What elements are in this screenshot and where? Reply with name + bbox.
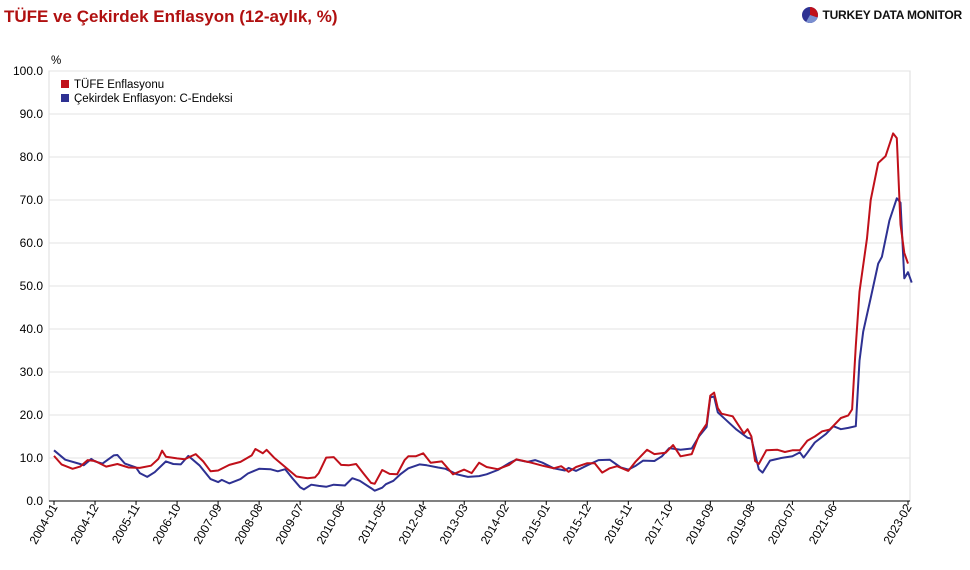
legend-swatch bbox=[61, 80, 69, 88]
x-tick-label: 2011-05 bbox=[355, 501, 389, 546]
series-line-core bbox=[53, 197, 913, 492]
brand-name: TURKEY DATA MONITOR bbox=[822, 8, 962, 22]
y-tick-label: 30.0 bbox=[20, 365, 44, 379]
y-tick-label: 20.0 bbox=[20, 408, 44, 422]
x-tick-label: 2014-02 bbox=[478, 501, 512, 546]
x-tick-label: 2004-12 bbox=[67, 501, 101, 546]
x-tick-label: 2004-01 bbox=[26, 501, 60, 546]
legend-label: Çekirdek Enflasyon: C-Endeksi bbox=[74, 93, 233, 105]
x-tick-label: 2010-06 bbox=[314, 501, 348, 546]
pie-logo-icon bbox=[802, 7, 819, 24]
y-tick-label: 100.0 bbox=[13, 64, 43, 78]
x-tick-label: 2021-06 bbox=[806, 501, 840, 546]
chart-title: TÜFE ve Çekirdek Enflasyon (12-aylık, %) bbox=[4, 7, 338, 26]
x-tick-label: 2005-11 bbox=[109, 501, 143, 546]
y-tick-label: 60.0 bbox=[20, 236, 44, 250]
series-line-tufe bbox=[53, 132, 909, 485]
x-tick-label: 2009-07 bbox=[273, 501, 307, 546]
x-tick-label: 2018-09 bbox=[683, 501, 717, 546]
y-axis-ticks: 0.0 10.0 20.0 30.0 40.0 50.0 60.0 70.0 80.0 90.0 1… bbox=[13, 64, 43, 508]
y-axis-unit: % bbox=[51, 55, 61, 67]
x-axis-ticks: 2004-01 2004-12 2005-11 2006-10 2007-09 2008-… bbox=[26, 501, 915, 547]
x-tick-label: 2015-01 bbox=[519, 501, 553, 546]
y-tick-label: 40.0 bbox=[20, 322, 44, 336]
gridlines bbox=[49, 70, 910, 459]
x-tick-label: 2012-04 bbox=[396, 501, 430, 546]
y-tick-label: 90.0 bbox=[20, 107, 44, 121]
series-lines bbox=[53, 132, 913, 492]
brand-logo: TURKEY DATA MONITOR bbox=[801, 6, 962, 24]
x-tick-label: 2008-08 bbox=[232, 501, 266, 546]
y-tick-label: 70.0 bbox=[20, 193, 44, 207]
x-tick-label: 2016-11 bbox=[601, 501, 635, 546]
legend-label: TÜFE Enflasyonu bbox=[74, 79, 164, 91]
x-tick-label: 2015-12 bbox=[560, 501, 594, 546]
x-tick-label: 2023-02 bbox=[880, 501, 914, 546]
y-tick-label: 0.0 bbox=[26, 494, 43, 508]
x-tick-label: 2013-03 bbox=[437, 501, 471, 546]
y-tick-label: 50.0 bbox=[20, 279, 44, 293]
legend: TÜFE Enflasyonu Çekirdek Enflasyon: C-End… bbox=[61, 79, 233, 105]
y-tick-label: 10.0 bbox=[20, 451, 44, 465]
x-tick-label: 2019-08 bbox=[724, 501, 758, 546]
x-tick-label: 2017-10 bbox=[642, 501, 676, 546]
x-tick-label: 2020-07 bbox=[765, 501, 799, 546]
x-tick-label: 2006-10 bbox=[150, 501, 184, 546]
x-tick-label: 2007-09 bbox=[191, 501, 225, 546]
legend-swatch bbox=[61, 94, 69, 102]
y-tick-label: 80.0 bbox=[20, 150, 44, 164]
